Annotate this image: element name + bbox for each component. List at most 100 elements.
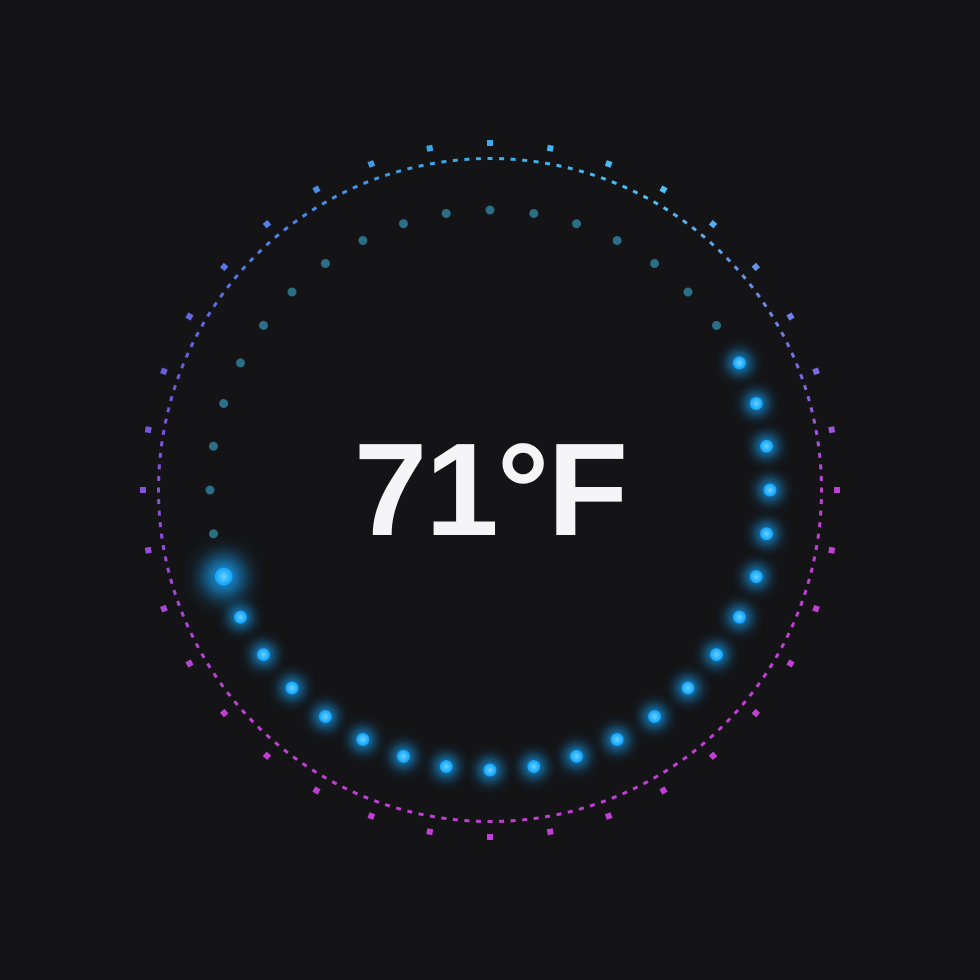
outer-tick-minor <box>726 257 732 263</box>
dial-dot-dim <box>648 257 661 270</box>
outer-tick-minor <box>157 499 160 504</box>
dial-dot-active <box>731 608 748 625</box>
outer-tick-minor <box>769 311 774 317</box>
outer-tick-minor <box>682 756 688 761</box>
outer-tick-minor <box>157 488 160 493</box>
outer-tick-major <box>312 185 320 193</box>
outer-tick-minor <box>311 769 317 774</box>
dial-dot-dim <box>208 529 218 539</box>
outer-tick-minor <box>709 241 715 247</box>
outer-tick-major <box>367 160 375 168</box>
outer-tick-minor <box>173 385 177 391</box>
outer-tick-major <box>145 426 152 433</box>
outer-tick-minor <box>302 762 308 767</box>
outer-tick-minor <box>321 775 327 780</box>
outer-tick-minor <box>430 162 435 166</box>
dial-dot-dim <box>286 286 299 299</box>
outer-tick-minor <box>741 274 747 280</box>
outer-tick-minor <box>734 709 740 715</box>
outer-tick-minor <box>169 396 173 402</box>
outer-tick-minor <box>709 734 715 740</box>
dial-dot-active <box>748 395 764 411</box>
outer-tick-major <box>220 709 228 717</box>
outer-tick-major <box>752 263 760 271</box>
outer-tick-minor <box>769 663 774 669</box>
outer-tick-minor <box>160 441 164 446</box>
thermostat-dial[interactable]: 71°F <box>0 0 980 980</box>
outer-tick-minor <box>819 464 822 469</box>
outer-tick-minor <box>545 162 550 166</box>
outer-tick-minor <box>200 653 205 659</box>
outer-tick-minor <box>241 709 247 715</box>
outer-tick-minor <box>476 157 481 160</box>
outer-tick-minor <box>173 590 177 596</box>
dial-dot-dim <box>218 398 229 409</box>
dial-dot-active <box>212 565 235 588</box>
outer-tick-minor <box>164 556 168 562</box>
outer-tick-minor <box>815 430 819 435</box>
outer-tick-minor <box>762 672 767 678</box>
outer-tick-major <box>752 709 760 717</box>
dial-dot-active <box>759 439 774 454</box>
outer-tick-minor <box>579 807 585 811</box>
outer-tick-minor <box>522 818 527 822</box>
dial-dot-active <box>608 731 625 748</box>
outer-tick-minor <box>749 691 754 697</box>
outer-tick-major <box>605 160 613 168</box>
outer-tick-minor <box>795 611 800 617</box>
outer-tick-minor <box>533 160 538 164</box>
dial-dot-dim <box>682 286 695 299</box>
outer-tick-major <box>263 220 271 228</box>
outer-tick-minor <box>672 213 678 218</box>
outer-tick-minor <box>190 632 195 638</box>
outer-tick-minor <box>274 233 280 239</box>
dial-dot-active <box>254 646 272 664</box>
outer-tick-minor <box>643 195 649 200</box>
outer-tick-minor <box>464 158 469 161</box>
outer-tick-minor <box>799 601 804 607</box>
outer-tick-minor <box>331 195 337 200</box>
outer-tick-minor <box>756 682 761 688</box>
outer-tick-minor <box>249 717 255 723</box>
outer-tick-minor <box>311 206 317 211</box>
outer-tick-minor <box>160 533 164 538</box>
outer-tick-major <box>487 834 493 840</box>
dial-dot-active <box>316 707 334 725</box>
dial-dot-dim <box>319 257 332 270</box>
dial-dot-dim <box>206 486 215 495</box>
outer-tick-minor <box>672 762 678 767</box>
outer-tick-minor <box>691 226 697 231</box>
outer-tick-minor <box>812 556 816 562</box>
outer-tick-major <box>786 312 794 320</box>
outer-tick-minor <box>816 533 820 538</box>
dial-dot-active <box>759 526 774 541</box>
outer-tick-minor <box>180 363 185 369</box>
dial-dot-active <box>646 707 664 725</box>
outer-tick-minor <box>819 511 822 516</box>
outer-tick-minor <box>185 352 190 358</box>
outer-tick-major <box>547 828 554 835</box>
outer-tick-minor <box>756 292 761 298</box>
outer-tick-minor <box>790 622 795 628</box>
dial-dot-active <box>568 748 584 764</box>
outer-tick-major <box>659 786 667 794</box>
dial-dot-active <box>283 679 301 697</box>
outer-tick-minor <box>342 190 348 195</box>
outer-tick-major <box>828 426 835 433</box>
outer-tick-minor <box>511 819 516 822</box>
outer-tick-minor <box>213 672 218 678</box>
outer-tick-minor <box>810 567 814 573</box>
outer-tick-minor <box>700 741 706 747</box>
outer-tick-minor <box>795 363 800 369</box>
outer-tick-minor <box>682 219 688 224</box>
outer-tick-minor <box>342 786 348 791</box>
outer-tick-minor <box>385 173 391 177</box>
outer-tick-major <box>185 659 193 667</box>
outer-tick-major <box>834 487 840 493</box>
outer-tick-minor <box>762 302 767 308</box>
outer-tick-minor <box>601 799 607 804</box>
outer-tick-minor <box>820 488 823 493</box>
outer-tick-minor <box>786 632 791 638</box>
outer-tick-minor <box>441 160 446 164</box>
outer-tick-major <box>312 786 320 794</box>
